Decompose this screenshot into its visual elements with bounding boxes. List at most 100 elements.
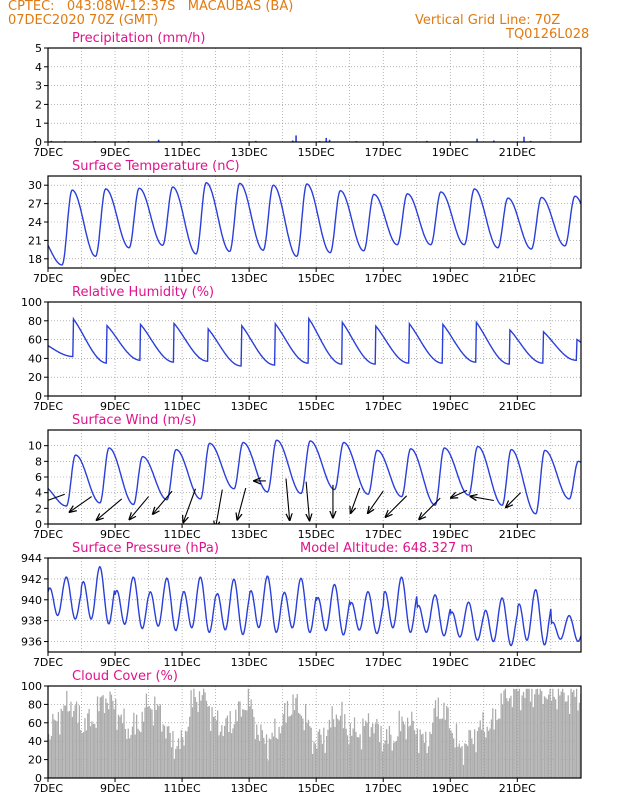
x-tick-label: 11DEC [164, 146, 201, 159]
cloud-bar [465, 744, 467, 778]
cloud-bar [49, 739, 51, 778]
cloud-bar [73, 711, 75, 778]
y-tick-label: 936 [21, 636, 42, 649]
precip-bar [328, 139, 331, 142]
cloud-bar [145, 693, 148, 778]
x-tick-label: 7DEC [33, 656, 63, 669]
cloud-bar [286, 700, 289, 778]
cloud-bar [511, 707, 513, 778]
series-group [48, 565, 581, 647]
wind-vector [183, 488, 197, 523]
x-tick-label: 15DEC [298, 146, 335, 159]
cloud-bar [179, 748, 181, 778]
cloud-bar [365, 720, 367, 778]
x-tick-label: 7DEC [33, 400, 63, 413]
cloud-bar [244, 710, 247, 778]
panel-title: Surface Pressure (hPa) [72, 541, 219, 556]
cloud-bar [524, 697, 526, 778]
cloud-bar [194, 697, 196, 778]
cloud-bar [503, 690, 505, 778]
cloud-bar [138, 730, 141, 778]
cloud-bar [56, 721, 58, 778]
cloud-bar [358, 737, 360, 778]
y-tick-label: 4 [35, 61, 42, 74]
cloud-bar [117, 714, 120, 778]
cloud-bar [89, 726, 92, 778]
cloud-bar [493, 729, 495, 778]
cloud-bar [468, 729, 470, 778]
x-tick-label: 15DEC [298, 272, 335, 285]
cloud-bar [239, 701, 241, 778]
cloud-bar [263, 737, 265, 778]
cloud-bar [223, 725, 226, 778]
wind-vector [506, 492, 522, 508]
wind-vector [306, 481, 309, 521]
cloud-bar [328, 719, 331, 778]
cloud-bar [437, 697, 439, 778]
cloud-bar [405, 739, 407, 778]
cloud-bar [166, 726, 168, 778]
cloud-bar [552, 688, 554, 778]
cloud-bar [163, 725, 166, 778]
cloud-bar [348, 744, 350, 778]
cloud-bar [123, 708, 125, 778]
cloud-bar [564, 701, 567, 778]
wind-vector [451, 489, 468, 498]
x-tick-label: 21DEC [499, 272, 536, 285]
cloud-bar [568, 713, 571, 778]
cloud-bar [486, 726, 488, 778]
x-tick-label: 17DEC [365, 528, 402, 541]
cloud-bar [193, 688, 195, 778]
cloud-bar [344, 714, 346, 778]
cloud-bar [444, 719, 446, 778]
cloud-bar [85, 730, 87, 778]
cloud-bar [325, 735, 328, 778]
x-tick-label: 17DEC [365, 656, 402, 669]
cloud-bar [546, 699, 548, 778]
cloud-bar [571, 692, 574, 778]
cloud-bar [158, 706, 160, 778]
cloud-bar [496, 720, 498, 778]
cloud-bar [455, 723, 458, 778]
wind-vector [96, 498, 123, 520]
x-tick-label: 13DEC [231, 656, 268, 669]
y-tick-label: 18 [28, 253, 42, 266]
cloud-bar [443, 702, 445, 778]
panel-6: 0 20 40 60 80 100 Cloud Cover (%) 7DEC 9DEC 11DEC… [21, 669, 582, 795]
cloud-bar [363, 726, 365, 778]
x-tick-label: 15DEC [298, 782, 335, 795]
y-tick-label: 0 [35, 136, 42, 149]
y-tick-label: 20 [28, 754, 42, 767]
cloud-bar [222, 735, 224, 778]
cloud-bar [471, 738, 473, 778]
series-line [48, 439, 581, 515]
cloud-bar [402, 721, 405, 778]
cloud-bar [497, 718, 500, 778]
cloud-bar [270, 739, 272, 778]
cloud-bar [513, 688, 515, 778]
cloud-bar [141, 711, 143, 778]
x-tick-label: 19DEC [432, 782, 469, 795]
cloud-bar [458, 743, 460, 778]
x-tick-label: 21DEC [499, 400, 536, 413]
x-tick-label: 19DEC [432, 528, 469, 541]
series-line [48, 181, 581, 266]
cloud-bar [373, 733, 375, 778]
x-tick-label: 17DEC [365, 146, 402, 159]
y-tick-label: 60 [28, 334, 42, 347]
cloud-bar [377, 724, 379, 778]
x-tick-label: 15DEC [298, 400, 335, 413]
cloud-bar [563, 692, 565, 778]
cloud-bar [535, 689, 537, 778]
cloud-bar [267, 760, 269, 778]
cloud-bar [112, 700, 114, 778]
cloud-bar [257, 734, 259, 778]
cloud-bar [432, 722, 434, 778]
cloud-bar [302, 718, 304, 778]
cloud-bar [359, 734, 361, 778]
cloud-bar [292, 694, 294, 778]
cloud-bar [159, 704, 161, 778]
cloud-bar [532, 707, 534, 778]
cloud-bar [148, 705, 150, 778]
cloud-bar [232, 728, 234, 778]
